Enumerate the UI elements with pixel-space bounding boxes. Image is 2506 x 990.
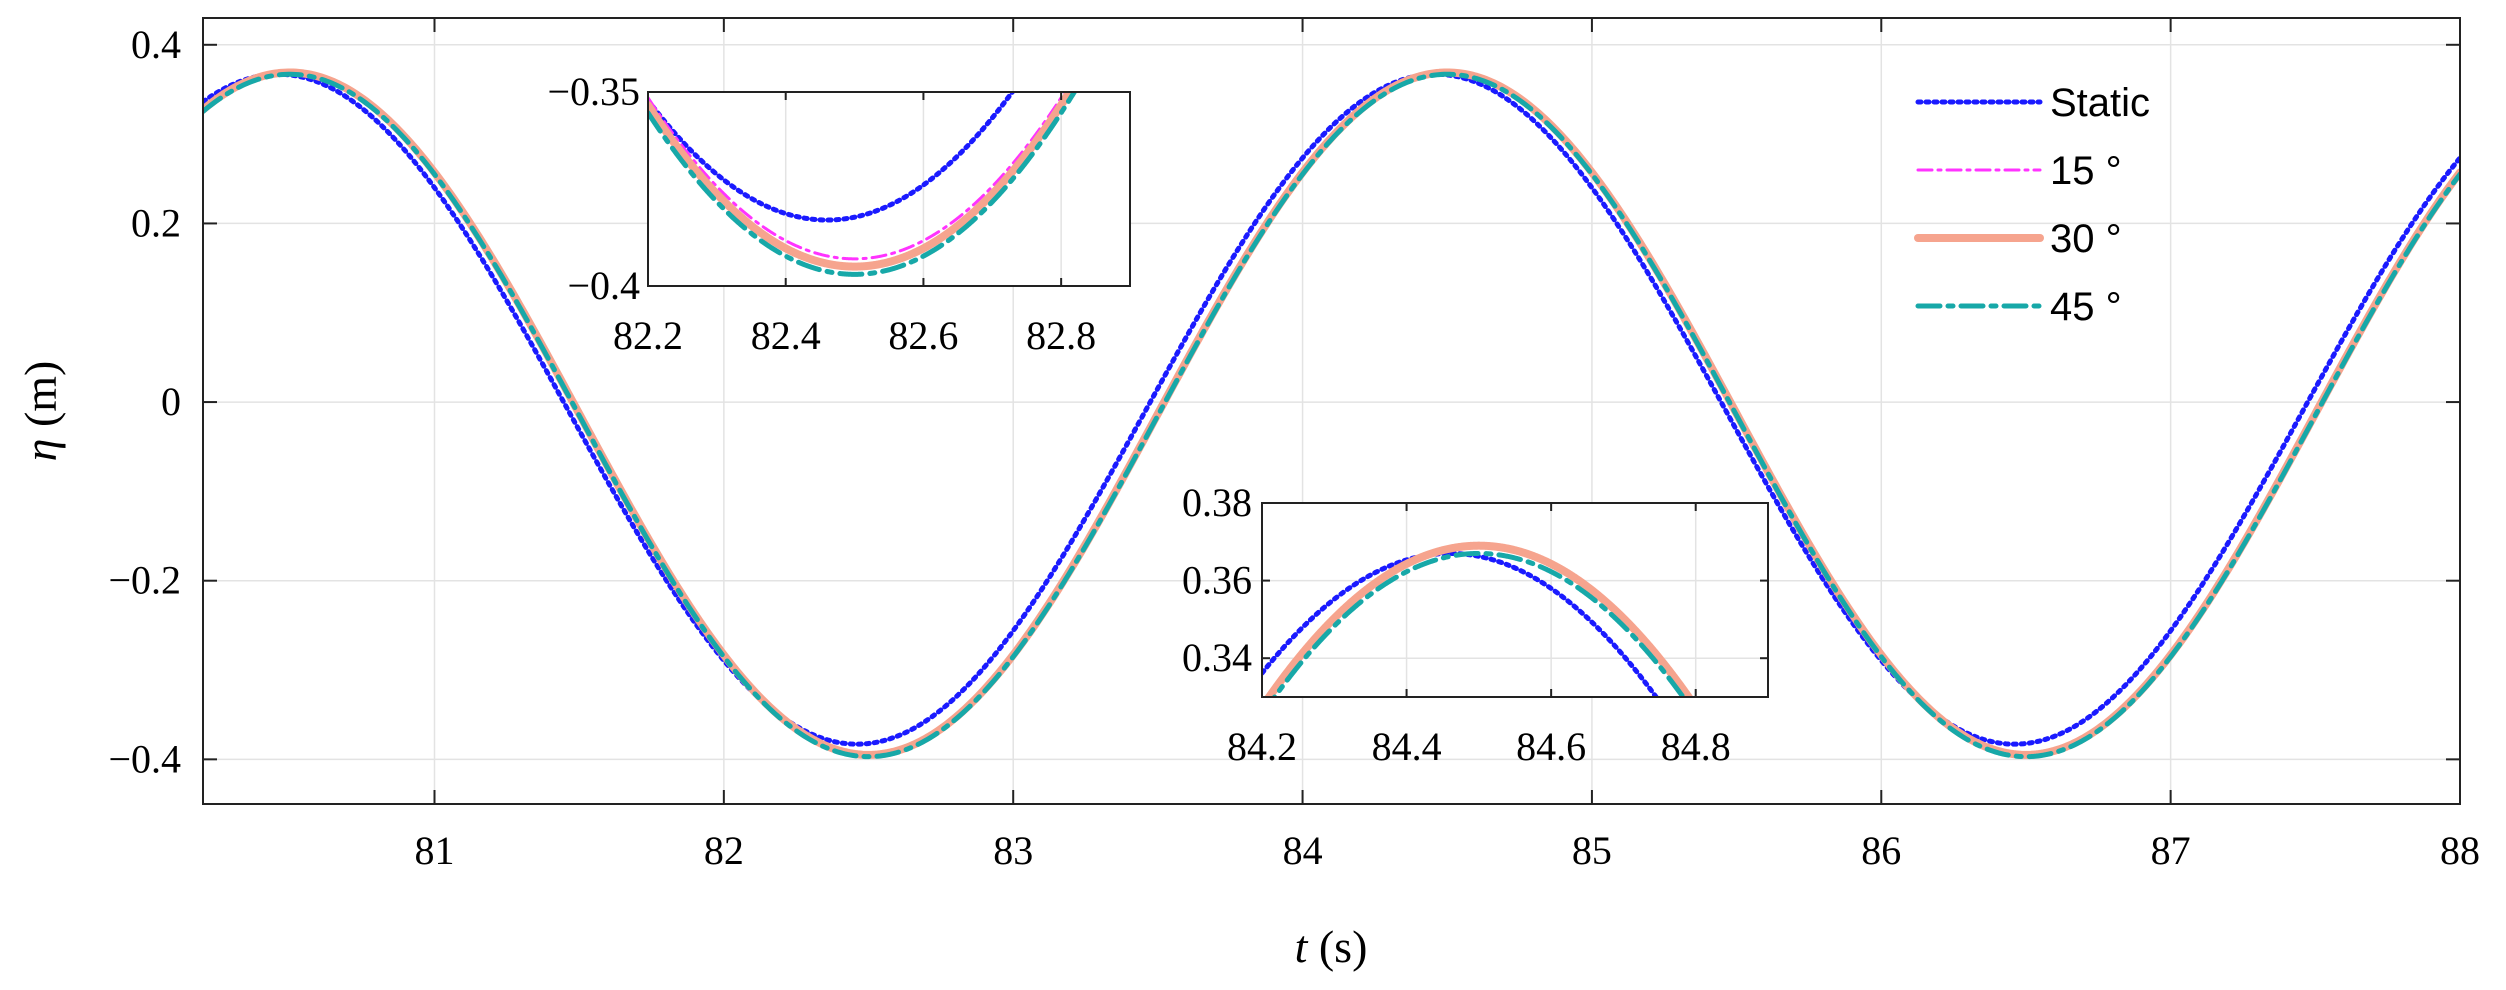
legend-label-0: Static: [2050, 81, 2150, 125]
x-tick-label: 82.4: [751, 313, 821, 358]
inset-2-ticks: 84.2 84.4 84.6 84.8 0.38 0.36 0.34: [1182, 480, 1768, 769]
x-tick-label: 83: [993, 828, 1033, 873]
legend: Static 15 ° 30 ° 45 °: [1914, 81, 2150, 329]
y-tick-label: 0.34: [1182, 635, 1252, 680]
y-tick-label: 0: [161, 379, 181, 424]
x-axis-title: t (s): [1295, 921, 1368, 972]
x-tick-label: 84.2: [1227, 724, 1297, 769]
inset-1-series-group: [648, 92, 1078, 277]
x-tick-label: 82.8: [1026, 313, 1096, 358]
y-tick-label: −0.4: [567, 263, 640, 308]
y-tick-label: −0.35: [547, 69, 640, 114]
inset-2-background: [1262, 503, 1768, 697]
y-tick-label: −0.4: [108, 736, 181, 781]
series-line-0: [648, 92, 1016, 223]
series-line-0: [203, 71, 2460, 747]
main-ticks: 81 82 83 84 85 86 87 88 0.4 0.2 0 −0.2 −0.4: [108, 18, 2480, 873]
series-line-0: [1262, 550, 1660, 697]
x-tick-label: 84: [1283, 828, 1323, 873]
inset-1-frame: [647, 91, 1131, 287]
x-tick-label: 84.8: [1661, 724, 1731, 769]
legend-label-1: 15 °: [2050, 149, 2122, 193]
x-tick-label: 88: [2440, 828, 2480, 873]
series-line-1: [648, 92, 1067, 261]
legend-label-3: 45 °: [2050, 285, 2122, 329]
inset-2-series-group: [1262, 541, 1694, 697]
y-tick-label: −0.2: [108, 558, 181, 603]
series-line-3: [648, 92, 1078, 277]
x-tick-label: 82.6: [888, 313, 958, 358]
x-tick-label: 86: [1861, 828, 1901, 873]
main-series-group: [203, 68, 2460, 760]
x-tick-label: 82.2: [613, 313, 683, 358]
y-tick-label: 0.36: [1182, 558, 1252, 603]
inset-2-frame: [1261, 502, 1769, 698]
series-line-3: [1271, 550, 1687, 697]
inset-crest-zoom: 84.2 84.4 84.6 84.8 0.38 0.36 0.34: [1182, 480, 1769, 769]
y-tick-label: 0.4: [131, 22, 181, 67]
y-tick-label: 0.2: [131, 200, 181, 245]
series-line-2: [1264, 541, 1694, 697]
x-tick-label: 82: [704, 828, 744, 873]
inset-trough-zoom: 82.2 82.4 82.6 82.8 −0.35 −0.4: [547, 69, 1131, 358]
inset-1-ticks: 82.2 82.4 82.6 82.8 −0.35 −0.4: [547, 69, 1130, 358]
main-plot-frame: [202, 17, 2461, 805]
legend-label-2: 30 °: [2050, 217, 2122, 261]
x-tick-label: 85: [1572, 828, 1612, 873]
x-tick-label: 84.4: [1372, 724, 1442, 769]
x-tick-label: 84.6: [1516, 724, 1586, 769]
x-tick-label: 81: [414, 828, 454, 873]
series-line-2: [648, 92, 1075, 271]
x-tick-label: 87: [2151, 828, 2191, 873]
y-axis-title: η (m): [15, 361, 66, 462]
y-tick-label: 0.38: [1182, 480, 1252, 525]
series-line-3: [203, 71, 2460, 760]
